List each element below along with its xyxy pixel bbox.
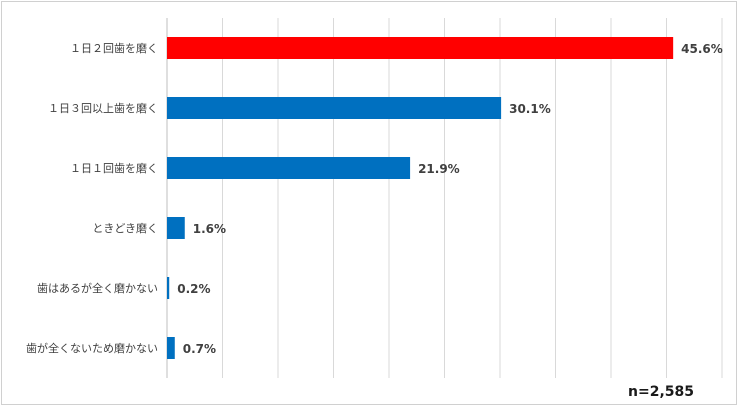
bar bbox=[167, 337, 175, 359]
value-label: 30.1% bbox=[509, 102, 551, 116]
category-label: １日２回歯を磨く bbox=[70, 42, 158, 55]
value-label: 0.2% bbox=[177, 282, 210, 296]
category-label: １日３回以上歯を磨く bbox=[48, 102, 158, 115]
value-label: 45.6% bbox=[681, 42, 723, 56]
bar bbox=[167, 277, 170, 299]
category-label: １日１回歯を磨く bbox=[70, 162, 158, 175]
bar bbox=[167, 217, 185, 239]
value-labels: 45.6% 30.1% 21.9% 1.6% 0.2% 0.7% bbox=[177, 42, 723, 356]
bar bbox=[167, 37, 674, 59]
value-label: 1.6% bbox=[193, 222, 226, 236]
bar bbox=[167, 97, 502, 119]
category-label: ときどき磨く bbox=[92, 222, 158, 235]
gridlines bbox=[222, 18, 723, 378]
category-label: 歯が全くないため磨かない bbox=[26, 341, 158, 355]
value-label: 0.7% bbox=[183, 342, 216, 356]
category-label: 歯はあるが全く磨かない bbox=[37, 281, 158, 295]
bars bbox=[167, 37, 674, 359]
bar bbox=[167, 157, 411, 179]
value-label: 21.9% bbox=[418, 162, 460, 176]
category-labels: １日２回歯を磨く １日３回以上歯を磨く １日１回歯を磨くときどき磨く歯はあるが全く磨… bbox=[26, 42, 158, 355]
sample-size-note: n=2,585 bbox=[628, 384, 694, 400]
